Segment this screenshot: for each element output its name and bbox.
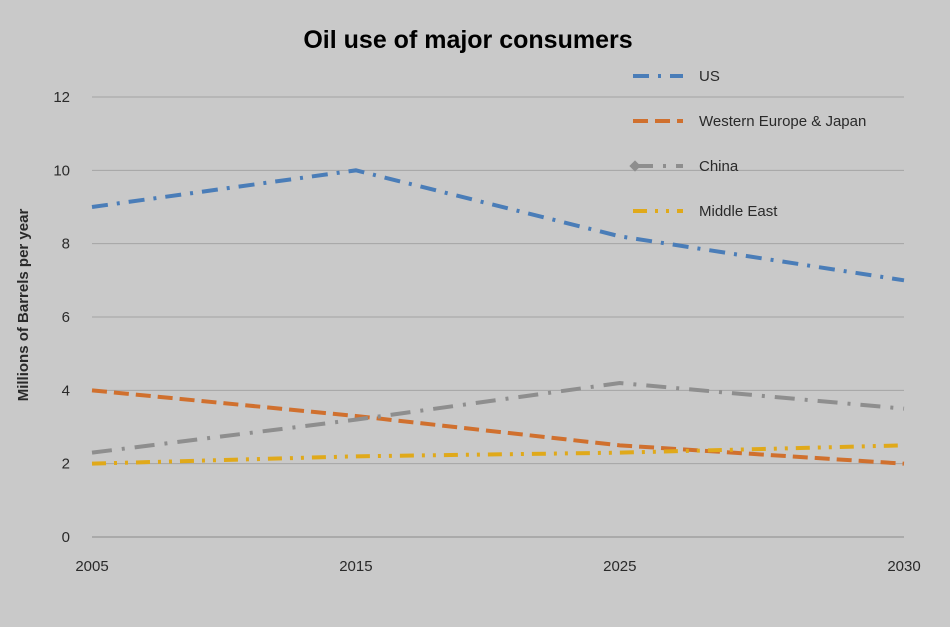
series-line-china xyxy=(91,380,905,455)
y-tick-label: 10 xyxy=(53,162,70,179)
gridlines xyxy=(92,96,904,538)
legend-label: Western Europe & Japan xyxy=(699,113,866,130)
y-tick-label: 2 xyxy=(62,456,70,473)
x-tick-label: 2030 xyxy=(887,558,920,575)
series-line-middle-east xyxy=(91,443,905,466)
legend-label: Middle East xyxy=(699,203,778,220)
y-tick-label: 0 xyxy=(62,529,70,546)
series-line-western-europe-japan xyxy=(91,388,905,466)
x-tick-label: 2015 xyxy=(339,558,372,575)
legend-label: US xyxy=(699,68,720,85)
legend-marker xyxy=(629,160,641,172)
legend-label: China xyxy=(699,158,739,175)
axes: 0 2 4 6 8 10 12 2005 2015 2025 2030 xyxy=(53,89,920,575)
y-tick-label: 8 xyxy=(62,236,70,253)
series-lines xyxy=(91,168,905,466)
legend: US Western Europe & Japan China Middle East xyxy=(629,68,866,220)
x-tick-label: 2025 xyxy=(603,558,636,575)
x-tick-label: 2005 xyxy=(75,558,108,575)
series-line-us xyxy=(91,168,905,283)
chart-title: Oil use of major consumers xyxy=(303,26,632,54)
y-tick-label: 12 xyxy=(53,89,70,106)
y-tick-label: 6 xyxy=(62,309,70,326)
y-axis-label: Millions of Barrels per year xyxy=(15,209,32,402)
y-tick-label: 4 xyxy=(62,382,70,399)
